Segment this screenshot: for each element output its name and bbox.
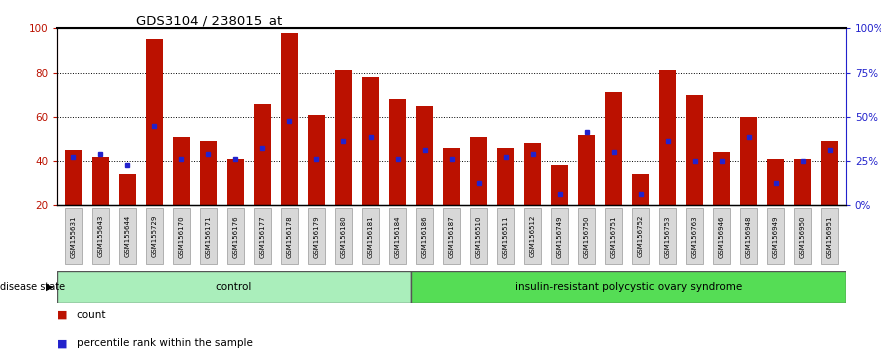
- Bar: [308, 115, 324, 205]
- FancyBboxPatch shape: [200, 209, 217, 264]
- Bar: [740, 117, 757, 205]
- FancyBboxPatch shape: [686, 209, 703, 264]
- FancyBboxPatch shape: [308, 209, 325, 264]
- Bar: [605, 92, 622, 205]
- FancyBboxPatch shape: [57, 271, 411, 303]
- Bar: [281, 33, 298, 205]
- FancyBboxPatch shape: [93, 209, 109, 264]
- FancyBboxPatch shape: [443, 209, 460, 264]
- FancyBboxPatch shape: [335, 209, 352, 264]
- FancyBboxPatch shape: [470, 209, 487, 264]
- Text: GSM155643: GSM155643: [98, 215, 103, 257]
- FancyBboxPatch shape: [767, 209, 784, 264]
- Bar: [498, 148, 514, 205]
- FancyBboxPatch shape: [497, 209, 514, 264]
- FancyBboxPatch shape: [524, 209, 541, 264]
- Text: GSM156171: GSM156171: [205, 215, 211, 258]
- Text: GSM156187: GSM156187: [448, 215, 455, 258]
- Text: GSM156951: GSM156951: [826, 215, 833, 258]
- Bar: [65, 150, 82, 205]
- Bar: [767, 159, 784, 205]
- Bar: [417, 106, 433, 205]
- Text: GSM156511: GSM156511: [502, 215, 508, 258]
- Bar: [524, 143, 541, 205]
- Text: GSM156763: GSM156763: [692, 215, 698, 258]
- Text: GSM156949: GSM156949: [773, 215, 779, 258]
- Bar: [470, 137, 486, 205]
- Bar: [389, 99, 405, 205]
- Bar: [174, 137, 189, 205]
- Text: insulin-resistant polycystic ovary syndrome: insulin-resistant polycystic ovary syndr…: [515, 282, 742, 292]
- Bar: [660, 70, 676, 205]
- Text: GSM156946: GSM156946: [719, 215, 724, 258]
- FancyBboxPatch shape: [389, 209, 406, 264]
- Bar: [227, 159, 243, 205]
- Text: GSM156176: GSM156176: [233, 215, 239, 258]
- FancyBboxPatch shape: [173, 209, 189, 264]
- Bar: [336, 70, 352, 205]
- Bar: [795, 159, 811, 205]
- Bar: [579, 135, 595, 205]
- Text: GDS3104 / 238015_at: GDS3104 / 238015_at: [137, 14, 283, 27]
- Bar: [255, 104, 270, 205]
- Text: GSM156180: GSM156180: [340, 215, 346, 258]
- FancyBboxPatch shape: [227, 209, 244, 264]
- Bar: [200, 141, 217, 205]
- Text: GSM156950: GSM156950: [800, 215, 805, 258]
- Text: ■: ■: [57, 310, 68, 320]
- FancyBboxPatch shape: [254, 209, 270, 264]
- Text: disease state: disease state: [0, 282, 65, 292]
- Bar: [552, 166, 567, 205]
- Text: GSM156749: GSM156749: [557, 215, 563, 258]
- Text: GSM156751: GSM156751: [611, 215, 617, 258]
- FancyBboxPatch shape: [146, 209, 163, 264]
- Text: count: count: [77, 310, 106, 320]
- FancyBboxPatch shape: [740, 209, 757, 264]
- Bar: [443, 148, 460, 205]
- FancyBboxPatch shape: [552, 209, 568, 264]
- Text: GSM156186: GSM156186: [421, 215, 427, 258]
- FancyBboxPatch shape: [714, 209, 730, 264]
- Text: ■: ■: [57, 338, 68, 348]
- Text: GSM156178: GSM156178: [286, 215, 292, 258]
- Text: GSM156948: GSM156948: [745, 215, 751, 258]
- Text: GSM156753: GSM156753: [664, 215, 670, 258]
- FancyBboxPatch shape: [416, 209, 433, 264]
- FancyBboxPatch shape: [281, 209, 298, 264]
- Text: percentile rank within the sample: percentile rank within the sample: [77, 338, 253, 348]
- FancyBboxPatch shape: [411, 271, 846, 303]
- Text: GSM156510: GSM156510: [476, 215, 482, 258]
- Text: GSM156752: GSM156752: [638, 215, 643, 257]
- Bar: [821, 141, 838, 205]
- FancyBboxPatch shape: [605, 209, 622, 264]
- Text: GSM155644: GSM155644: [124, 215, 130, 257]
- Bar: [146, 39, 163, 205]
- FancyBboxPatch shape: [578, 209, 595, 264]
- Text: GSM155729: GSM155729: [152, 215, 158, 257]
- Bar: [119, 175, 136, 205]
- Text: GSM156179: GSM156179: [314, 215, 320, 258]
- FancyBboxPatch shape: [794, 209, 811, 264]
- Text: GSM156177: GSM156177: [260, 215, 265, 258]
- FancyBboxPatch shape: [119, 209, 136, 264]
- FancyBboxPatch shape: [659, 209, 676, 264]
- FancyBboxPatch shape: [821, 209, 838, 264]
- Bar: [714, 152, 729, 205]
- Text: GSM156181: GSM156181: [367, 215, 374, 258]
- Bar: [633, 175, 648, 205]
- Text: GSM156512: GSM156512: [529, 215, 536, 257]
- Text: GSM156750: GSM156750: [583, 215, 589, 258]
- Text: GSM156184: GSM156184: [395, 215, 401, 258]
- FancyBboxPatch shape: [633, 209, 649, 264]
- Text: GSM156170: GSM156170: [179, 215, 184, 258]
- Text: control: control: [216, 282, 252, 292]
- Text: GSM155631: GSM155631: [70, 215, 77, 258]
- Bar: [362, 77, 379, 205]
- Bar: [686, 95, 703, 205]
- FancyBboxPatch shape: [362, 209, 379, 264]
- Bar: [93, 156, 108, 205]
- Text: ▶: ▶: [46, 282, 54, 292]
- FancyBboxPatch shape: [65, 209, 82, 264]
